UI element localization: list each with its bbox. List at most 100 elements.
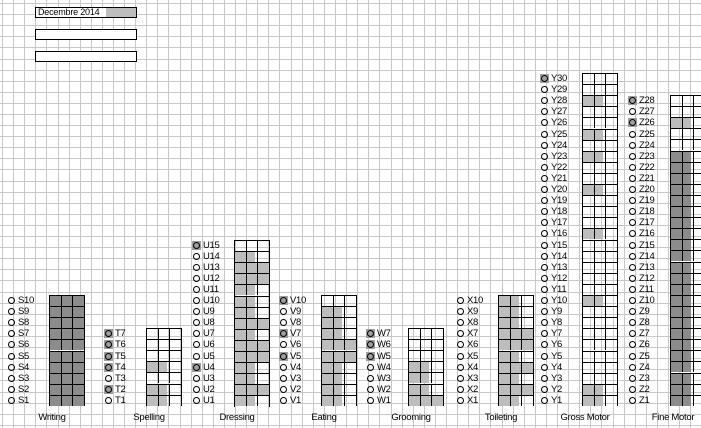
level-marker[interactable]	[540, 285, 549, 294]
level-marker[interactable]	[628, 285, 637, 294]
level-marker[interactable]	[279, 363, 288, 372]
level-marker[interactable]	[540, 107, 549, 116]
level-marker[interactable]	[192, 274, 201, 283]
level-marker[interactable]	[540, 396, 549, 405]
level-marker[interactable]	[628, 252, 637, 261]
level-marker[interactable]	[279, 385, 288, 394]
level-marker[interactable]	[540, 374, 549, 383]
level-marker[interactable]	[540, 96, 549, 105]
level-marker[interactable]	[628, 130, 637, 139]
level-marker[interactable]	[540, 296, 549, 305]
level-marker[interactable]	[540, 252, 549, 261]
level-marker[interactable]	[540, 74, 549, 83]
level-marker[interactable]	[366, 329, 375, 338]
level-marker[interactable]	[104, 352, 113, 361]
level-marker[interactable]	[192, 285, 201, 294]
level-marker[interactable]	[192, 307, 201, 316]
level-marker[interactable]	[7, 374, 16, 383]
level-marker[interactable]	[192, 263, 201, 272]
level-marker[interactable]	[456, 340, 465, 349]
level-marker[interactable]	[628, 141, 637, 150]
level-marker[interactable]	[279, 307, 288, 316]
level-marker[interactable]	[628, 352, 637, 361]
level-marker[interactable]	[279, 296, 288, 305]
level-marker[interactable]	[628, 107, 637, 116]
level-marker[interactable]	[456, 396, 465, 405]
level-marker[interactable]	[628, 118, 637, 127]
level-marker[interactable]	[279, 340, 288, 349]
level-marker[interactable]	[7, 385, 16, 394]
level-marker[interactable]	[104, 396, 113, 405]
level-marker[interactable]	[366, 396, 375, 405]
level-marker[interactable]	[104, 385, 113, 394]
level-marker[interactable]	[104, 363, 113, 372]
level-marker[interactable]	[540, 130, 549, 139]
level-marker[interactable]	[7, 396, 16, 405]
level-marker[interactable]	[7, 296, 16, 305]
level-marker[interactable]	[456, 352, 465, 361]
level-marker[interactable]	[628, 318, 637, 327]
level-marker[interactable]	[628, 329, 637, 338]
level-marker[interactable]	[366, 363, 375, 372]
level-marker[interactable]	[540, 174, 549, 183]
level-marker[interactable]	[192, 363, 201, 372]
level-marker[interactable]	[192, 241, 201, 250]
level-marker[interactable]	[540, 263, 549, 272]
level-marker[interactable]	[104, 340, 113, 349]
level-marker[interactable]	[628, 307, 637, 316]
level-marker[interactable]	[366, 352, 375, 361]
level-marker[interactable]	[540, 363, 549, 372]
level-marker[interactable]	[192, 374, 201, 383]
level-marker[interactable]	[7, 307, 16, 316]
level-marker[interactable]	[628, 152, 637, 161]
level-marker[interactable]	[7, 363, 16, 372]
level-marker[interactable]	[540, 207, 549, 216]
level-marker[interactable]	[628, 229, 637, 238]
level-marker[interactable]	[540, 196, 549, 205]
level-marker[interactable]	[192, 296, 201, 305]
level-marker[interactable]	[540, 274, 549, 283]
level-marker[interactable]	[628, 385, 637, 394]
level-marker[interactable]	[7, 329, 16, 338]
level-marker[interactable]	[540, 318, 549, 327]
level-marker[interactable]	[540, 229, 549, 238]
level-marker[interactable]	[7, 352, 16, 361]
level-marker[interactable]	[456, 318, 465, 327]
level-marker[interactable]	[456, 385, 465, 394]
level-marker[interactable]	[192, 340, 201, 349]
level-marker[interactable]	[540, 385, 549, 394]
level-marker[interactable]	[628, 340, 637, 349]
level-marker[interactable]	[192, 385, 201, 394]
level-marker[interactable]	[366, 340, 375, 349]
level-marker[interactable]	[628, 396, 637, 405]
level-marker[interactable]	[192, 318, 201, 327]
level-marker[interactable]	[540, 118, 549, 127]
level-marker[interactable]	[540, 85, 549, 94]
level-marker[interactable]	[279, 329, 288, 338]
level-marker[interactable]	[540, 152, 549, 161]
level-marker[interactable]	[192, 252, 201, 261]
level-marker[interactable]	[628, 274, 637, 283]
level-marker[interactable]	[279, 352, 288, 361]
level-marker[interactable]	[366, 385, 375, 394]
level-marker[interactable]	[104, 374, 113, 383]
level-marker[interactable]	[628, 241, 637, 250]
level-marker[interactable]	[456, 329, 465, 338]
level-marker[interactable]	[540, 141, 549, 150]
level-marker[interactable]	[540, 307, 549, 316]
level-marker[interactable]	[628, 96, 637, 105]
level-marker[interactable]	[279, 318, 288, 327]
level-marker[interactable]	[104, 329, 113, 338]
level-marker[interactable]	[279, 374, 288, 383]
level-marker[interactable]	[366, 374, 375, 383]
level-marker[interactable]	[192, 329, 201, 338]
level-marker[interactable]	[628, 296, 637, 305]
level-marker[interactable]	[456, 374, 465, 383]
level-marker[interactable]	[628, 263, 637, 272]
level-marker[interactable]	[540, 185, 549, 194]
level-marker[interactable]	[628, 218, 637, 227]
level-marker[interactable]	[279, 396, 288, 405]
level-marker[interactable]	[628, 163, 637, 172]
level-marker[interactable]	[540, 218, 549, 227]
level-marker[interactable]	[628, 374, 637, 383]
